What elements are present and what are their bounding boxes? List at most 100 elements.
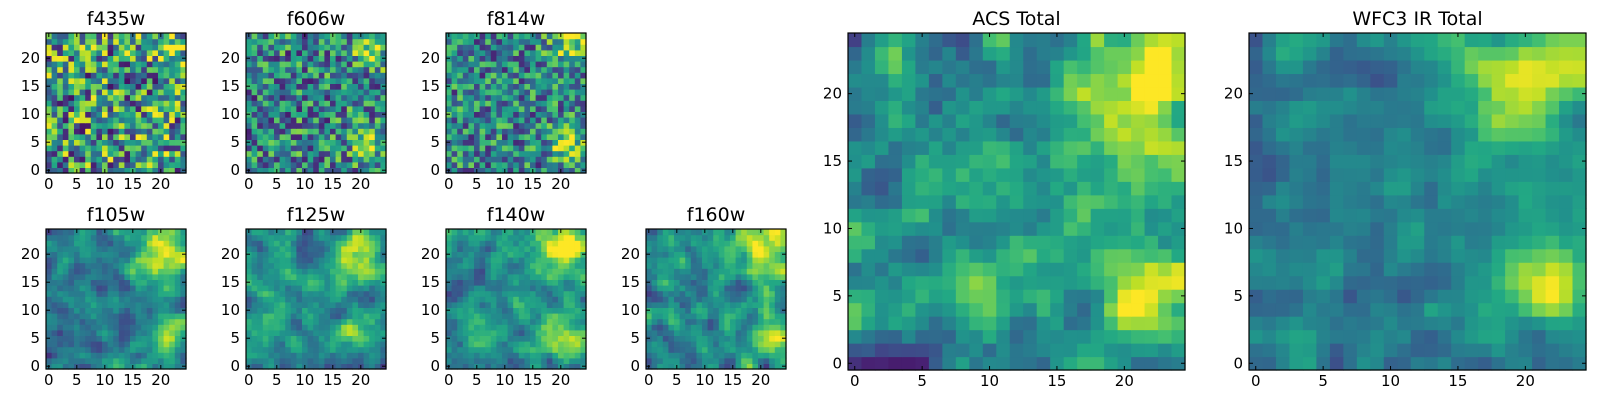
heatmap-cell xyxy=(369,290,376,297)
heatmap-cell xyxy=(1009,208,1024,223)
heatmap-cell xyxy=(674,285,681,292)
heatmap-cell xyxy=(546,262,553,269)
heatmap-cell xyxy=(352,335,359,342)
heatmap-cell xyxy=(774,290,781,297)
heatmap-cell xyxy=(85,268,92,275)
heatmap-cell xyxy=(57,72,64,79)
heatmap-cell xyxy=(451,251,458,258)
heatmap-cell xyxy=(79,262,86,269)
heatmap-cell xyxy=(552,150,559,157)
heatmap-cell xyxy=(574,61,581,68)
heatmap-cell xyxy=(558,72,565,79)
heatmap-cell xyxy=(848,302,863,317)
heatmap-cell xyxy=(462,49,469,56)
heatmap-cell xyxy=(490,318,497,325)
heatmap-cell xyxy=(324,55,331,62)
heatmap-cell xyxy=(90,313,97,320)
heatmap-cell xyxy=(552,273,559,280)
heatmap-cell xyxy=(279,72,286,79)
heatmap-cell xyxy=(1077,329,1092,344)
x-tick-label: 10 xyxy=(295,371,314,389)
heatmap-cell xyxy=(307,105,314,112)
heatmap-cell xyxy=(79,285,86,292)
heatmap-cell xyxy=(62,83,69,90)
heatmap-cell xyxy=(124,240,131,247)
heatmap-cell xyxy=(163,49,170,56)
heatmap-cell xyxy=(369,341,376,348)
heatmap-cell xyxy=(135,240,142,247)
heatmap-cell xyxy=(763,301,770,308)
heatmap-cell xyxy=(302,262,309,269)
heatmap-cell xyxy=(769,251,776,258)
heatmap-cell xyxy=(335,77,342,84)
heatmap-cell xyxy=(479,296,486,303)
heatmap-cell xyxy=(124,117,131,124)
heatmap-cell xyxy=(290,290,297,297)
heatmap-cell xyxy=(62,363,69,370)
heatmap-cell xyxy=(552,240,559,247)
y-tick-label: 5 xyxy=(430,329,440,347)
heatmap-cell xyxy=(257,335,264,342)
heatmap-cell xyxy=(490,352,497,359)
heatmap-cell xyxy=(107,167,114,174)
heatmap-cell xyxy=(113,329,120,336)
heatmap-cell xyxy=(341,229,348,236)
heatmap-cell xyxy=(651,357,658,364)
heatmap-cell xyxy=(569,38,576,45)
heatmap-cell xyxy=(358,346,365,353)
heatmap-cell xyxy=(1171,289,1186,304)
heatmap-cell xyxy=(290,83,297,90)
heatmap-cell xyxy=(696,352,703,359)
heatmap-cell xyxy=(358,240,365,247)
heatmap-cell xyxy=(85,352,92,359)
heatmap-cell xyxy=(51,133,58,140)
heatmap-cell xyxy=(580,33,587,40)
heatmap-cell xyxy=(507,72,514,79)
heatmap-cell xyxy=(302,251,309,258)
heatmap-cell xyxy=(346,161,353,168)
heatmap-cell xyxy=(451,279,458,286)
heatmap-cell xyxy=(169,72,176,79)
heatmap-cell xyxy=(718,251,725,258)
heatmap-cell xyxy=(79,49,86,56)
heatmap-cell xyxy=(96,352,103,359)
heatmap-cell xyxy=(369,77,376,84)
heatmap-cell xyxy=(861,154,876,169)
heatmap-cell xyxy=(685,341,692,348)
heatmap-cell xyxy=(685,268,692,275)
heatmap-cell xyxy=(380,156,387,163)
heatmap-cell xyxy=(302,296,309,303)
heatmap-cell xyxy=(485,268,492,275)
heatmap-cell xyxy=(1144,289,1159,304)
heatmap-cell xyxy=(479,150,486,157)
heatmap-cell xyxy=(730,245,737,252)
heatmap-cell xyxy=(1144,356,1159,371)
heatmap-cell xyxy=(696,229,703,236)
heatmap-cell xyxy=(180,128,187,135)
heatmap-cell xyxy=(563,240,570,247)
heatmap-cell xyxy=(369,357,376,364)
heatmap-cell xyxy=(107,245,114,252)
heatmap-cell xyxy=(107,357,114,364)
heatmap-cell xyxy=(257,83,264,90)
heatmap-cell xyxy=(285,262,292,269)
heatmap-cell xyxy=(68,49,75,56)
heatmap-cell xyxy=(146,145,153,152)
heatmap-cell xyxy=(341,167,348,174)
heatmap-cell xyxy=(662,285,669,292)
heatmap-cell xyxy=(46,128,53,135)
heatmap-cell xyxy=(696,324,703,331)
heatmap-cell xyxy=(62,229,69,236)
heatmap-cell xyxy=(146,156,153,163)
heatmap-cell xyxy=(702,273,709,280)
heatmap-cell xyxy=(730,290,737,297)
heatmap-cell xyxy=(169,251,176,258)
heatmap-cell xyxy=(302,234,309,241)
heatmap-cell xyxy=(446,290,453,297)
heatmap-cell xyxy=(457,240,464,247)
heatmap-cell xyxy=(169,273,176,280)
heatmap-cell xyxy=(163,335,170,342)
heatmap-cell xyxy=(257,139,264,146)
heatmap-cell xyxy=(46,105,53,112)
heatmap-cell xyxy=(163,346,170,353)
